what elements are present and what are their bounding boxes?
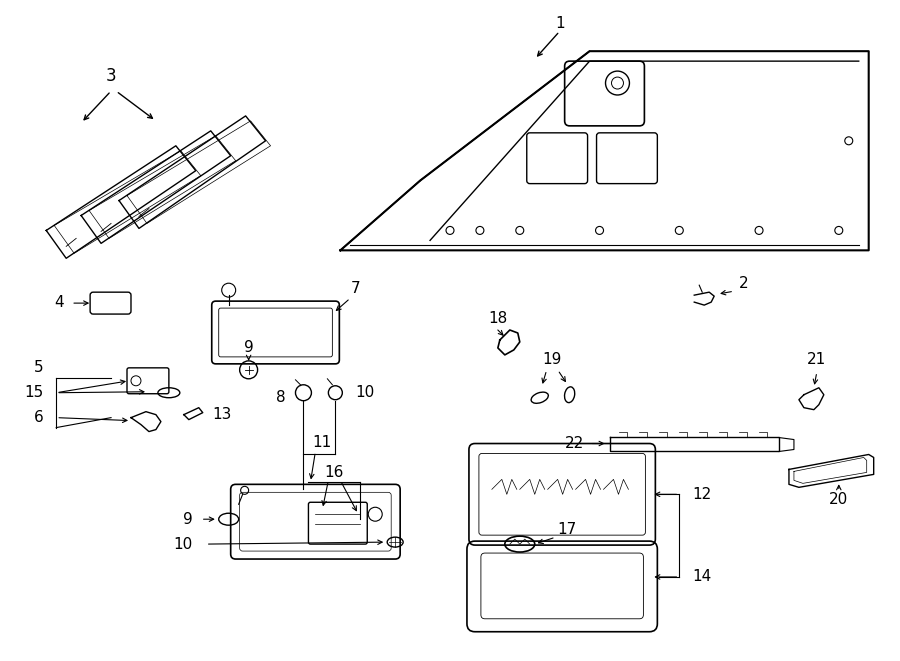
Text: 18: 18 — [488, 311, 507, 326]
Text: 1: 1 — [554, 16, 564, 31]
Text: 9: 9 — [183, 512, 193, 527]
Text: 15: 15 — [24, 385, 43, 401]
Text: 10: 10 — [356, 385, 374, 401]
Text: 22: 22 — [565, 436, 585, 451]
Text: 6: 6 — [33, 410, 43, 425]
Text: 21: 21 — [807, 352, 826, 368]
Text: 5: 5 — [33, 360, 43, 375]
Text: 19: 19 — [542, 352, 562, 368]
Text: 3: 3 — [105, 67, 116, 85]
Text: 12: 12 — [692, 486, 712, 502]
Text: 20: 20 — [829, 492, 849, 507]
Text: 16: 16 — [325, 465, 344, 480]
Text: 7: 7 — [350, 281, 360, 295]
Text: 11: 11 — [313, 435, 332, 450]
Text: 4: 4 — [54, 295, 64, 309]
Text: 9: 9 — [244, 340, 254, 356]
Text: 17: 17 — [558, 522, 577, 537]
Text: 2: 2 — [739, 276, 749, 291]
Text: 10: 10 — [174, 537, 193, 551]
Text: 14: 14 — [692, 570, 712, 584]
Text: 13: 13 — [212, 407, 232, 422]
Text: 8: 8 — [276, 390, 285, 405]
